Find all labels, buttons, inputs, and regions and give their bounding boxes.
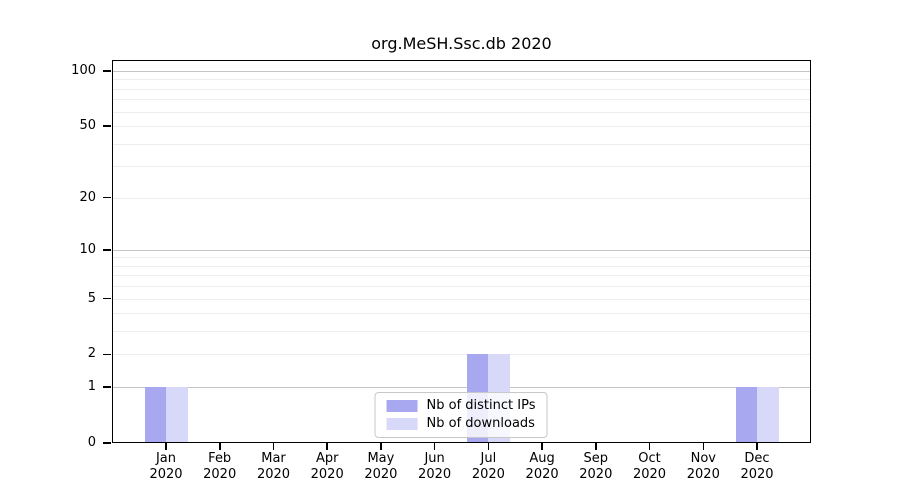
x-tick-dec xyxy=(756,443,758,450)
x-tick-apr xyxy=(326,443,328,450)
gridline-y-20 xyxy=(112,197,811,199)
x-tick-oct xyxy=(648,443,651,450)
x-tick-month: Jun xyxy=(424,451,445,466)
x-tick-jan xyxy=(165,443,167,450)
x-tick-jul xyxy=(487,443,490,450)
x-tick-month: Nov xyxy=(690,451,716,466)
x-tick-label-apr: Apr 2020 xyxy=(285,451,369,482)
gridline-y-7 xyxy=(112,275,811,277)
x-tick-month: Apr xyxy=(315,451,339,466)
x-tick-month: Dec xyxy=(744,451,770,466)
x-tick-may xyxy=(380,443,382,450)
x-tick-label-may: May 2020 xyxy=(339,451,423,482)
y-tick-1 xyxy=(103,386,111,388)
x-tick-month: May xyxy=(367,451,395,466)
x-tick-jun xyxy=(433,443,436,450)
y-tick-5 xyxy=(103,297,111,300)
x-tick-year: 2020 xyxy=(203,466,237,482)
y-tick-label-2: 2 xyxy=(87,346,96,362)
legend-label: Nb of downloads xyxy=(426,416,535,431)
legend-row-downloads: Nb of downloads xyxy=(386,415,536,433)
y-tick-label-100: 100 xyxy=(71,63,96,78)
legend-label: Nb of distinct IPs xyxy=(426,398,536,413)
y-tick-100 xyxy=(103,70,111,72)
gridline-y-30 xyxy=(112,166,811,168)
x-tick-year: 2020 xyxy=(149,466,183,482)
gridline-y-2 xyxy=(112,354,811,356)
gridline-y-4 xyxy=(112,313,811,315)
plot-border xyxy=(112,60,811,443)
x-tick-year: 2020 xyxy=(740,466,774,482)
x-tick-label-oct: Oct 2020 xyxy=(608,451,692,482)
x-tick-month: Sep xyxy=(583,451,609,466)
legend-swatch-downloads xyxy=(386,418,418,430)
x-tick-label-sep: Sep 2020 xyxy=(554,451,638,482)
x-tick-label-jan: Jan 2020 xyxy=(124,451,208,482)
x-tick-month: Aug xyxy=(529,451,555,466)
gridline-y-100 xyxy=(112,71,811,72)
legend: Nb of distinct IPs Nb of downloads xyxy=(374,392,548,438)
gridline-y-90 xyxy=(112,79,811,81)
x-tick-label-feb: Feb 2020 xyxy=(178,451,262,482)
gridline-y-60 xyxy=(112,111,811,113)
y-tick-10 xyxy=(103,249,111,251)
gridline-y-70 xyxy=(112,99,811,101)
y-tick-0 xyxy=(103,442,111,444)
gridline-y-9 xyxy=(112,257,811,259)
y-tick-label-0: 0 xyxy=(87,435,96,450)
x-tick-feb xyxy=(219,443,221,450)
y-tick-2 xyxy=(103,353,111,356)
gridline-y-6 xyxy=(112,286,811,288)
gridline-y-3 xyxy=(112,331,811,333)
y-tick-label-10: 10 xyxy=(79,241,96,257)
x-tick-nov xyxy=(702,443,704,450)
x-tick-sep xyxy=(595,443,597,450)
gridline-y-40 xyxy=(112,143,811,145)
bar-downloads-jan xyxy=(166,387,188,443)
x-tick-year: 2020 xyxy=(256,466,291,482)
x-tick-month: Mar xyxy=(261,451,286,466)
y-tick-label-50: 50 xyxy=(79,118,96,134)
chart-title: org.MeSH.Ssc.db 2020 xyxy=(371,34,552,53)
x-tick-label-nov: Nov 2020 xyxy=(661,451,745,482)
x-tick-year: 2020 xyxy=(471,466,505,482)
x-tick-month: Jul xyxy=(480,451,497,466)
bar-downloads-dec xyxy=(757,387,779,443)
x-tick-year: 2020 xyxy=(310,466,344,482)
y-tick-20 xyxy=(103,196,111,199)
x-tick-month: Jan xyxy=(155,451,177,466)
gridline-y-80 xyxy=(112,88,811,90)
bar-distinct-ips-dec xyxy=(735,387,757,443)
legend-swatch-distinct-ips xyxy=(386,400,418,412)
x-tick-label-jun: Jun 2020 xyxy=(393,451,477,482)
x-tick-year: 2020 xyxy=(632,466,667,482)
y-tick-label-5: 5 xyxy=(87,290,96,306)
x-tick-year: 2020 xyxy=(525,466,559,482)
plot-area xyxy=(112,60,811,443)
y-tick-label-20: 20 xyxy=(79,189,96,205)
x-tick-year: 2020 xyxy=(364,466,398,482)
x-tick-aug xyxy=(541,443,543,450)
x-tick-year: 2020 xyxy=(579,466,613,482)
x-tick-year: 2020 xyxy=(686,466,720,482)
legend-row-distinct-ips: Nb of distinct IPs xyxy=(386,397,536,415)
gridline-y-5 xyxy=(112,298,811,300)
x-tick-label-mar: Mar 2020 xyxy=(232,451,316,482)
x-tick-label-jul: Jul 2020 xyxy=(446,451,530,482)
gridline-y-10 xyxy=(112,249,811,251)
bar-distinct-ips-jan xyxy=(144,387,166,443)
gridline-y-8 xyxy=(112,265,811,267)
y-tick-50 xyxy=(103,125,111,127)
gridline-y-50 xyxy=(112,126,811,128)
x-tick-month: Oct xyxy=(638,451,661,466)
x-tick-mar xyxy=(272,443,275,450)
x-tick-year: 2020 xyxy=(418,466,452,482)
x-tick-month: Feb xyxy=(208,451,232,466)
gridline-y-1 xyxy=(112,387,811,389)
x-tick-label-aug: Aug 2020 xyxy=(500,451,584,482)
x-tick-label-dec: Dec 2020 xyxy=(715,451,799,482)
y-tick-label-1: 1 xyxy=(87,379,96,395)
